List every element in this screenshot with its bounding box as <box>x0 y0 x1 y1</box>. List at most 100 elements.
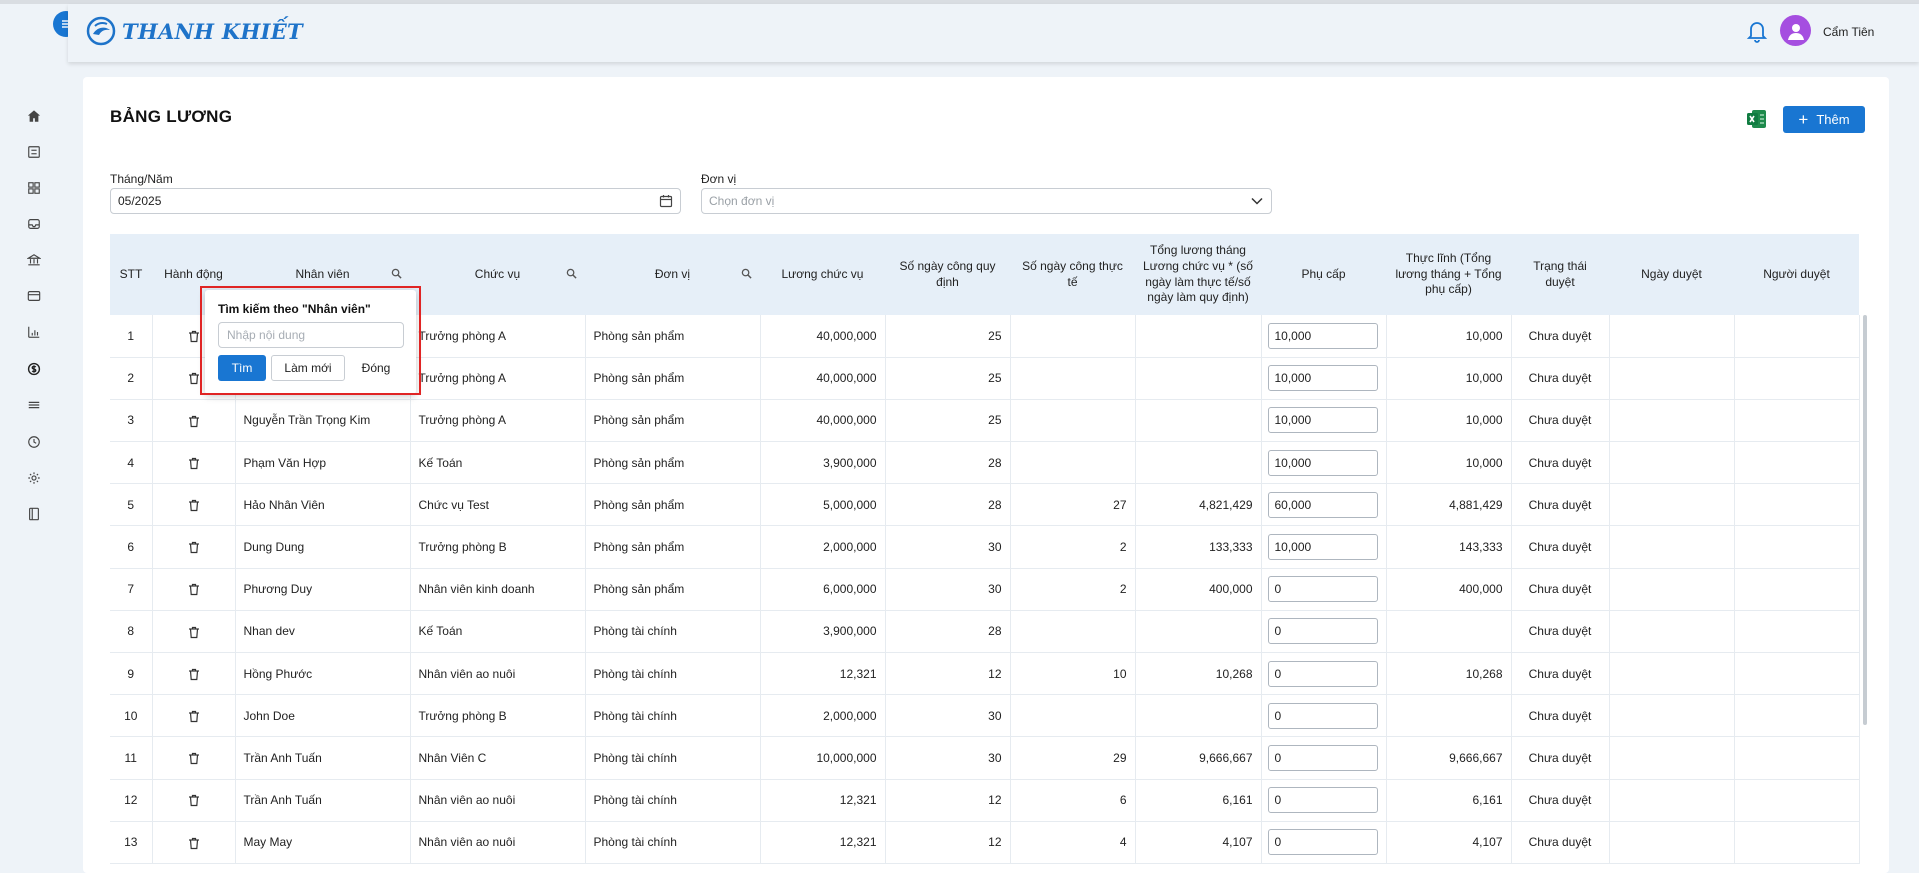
sidebar-item-salary[interactable] <box>24 359 44 379</box>
header-label: Trạng thái duyệt <box>1533 258 1587 289</box>
trash-icon[interactable] <box>188 626 200 639</box>
table-body: 1 Trưởng phòng A Phòng sản phẩm 40,000,000 2… <box>110 315 1860 864</box>
cell-actions <box>152 694 236 738</box>
sidebar-item-home[interactable] <box>24 106 44 126</box>
sidebar-item-bank[interactable] <box>24 250 44 270</box>
sidebar-item-reports[interactable] <box>24 322 44 342</box>
trash-icon[interactable] <box>188 330 200 343</box>
header-col-stt: STT <box>110 234 152 315</box>
allowance-input[interactable] <box>1267 702 1378 729</box>
trash-icon[interactable] <box>188 837 200 850</box>
cell-salary: 3,900,000 <box>760 441 886 485</box>
trash-icon[interactable] <box>188 583 200 596</box>
cell-total: 400,000 <box>1135 568 1262 611</box>
header-col-salary: Lương chức vụ <box>760 234 885 315</box>
trash-icon[interactable] <box>188 457 200 470</box>
column-search-icon[interactable] <box>391 268 402 279</box>
user-name[interactable]: Cẩm Tiên <box>1823 25 1875 39</box>
allowance-input[interactable] <box>1267 787 1378 814</box>
cell-net: 10,000 <box>1386 315 1512 358</box>
unit-select[interactable]: Chọn đơn vị <box>701 188 1272 214</box>
header-label: Nhân viên <box>295 266 350 281</box>
sidebar-item-docs[interactable] <box>24 504 44 524</box>
column-search-icon[interactable] <box>741 268 752 279</box>
table-scrollbar[interactable] <box>1863 315 1867 725</box>
cell-unit: Phòng tài chính <box>585 821 761 864</box>
cell-approver <box>1734 399 1860 443</box>
allowance-input[interactable] <box>1267 660 1378 687</box>
header-label: Thực lĩnh (Tổng lương tháng + Tổng phụ c… <box>1395 251 1502 297</box>
trash-icon[interactable] <box>188 668 200 681</box>
cell-days-actual: 29 <box>1010 736 1136 780</box>
excel-icon <box>1747 110 1766 128</box>
cell-net: 10,268 <box>1386 652 1512 696</box>
allowance-input[interactable] <box>1267 618 1378 645</box>
cell-allowance <box>1261 694 1387 738</box>
close-button[interactable]: Đóng <box>351 355 401 381</box>
cell-approver <box>1734 315 1860 358</box>
bell-icon[interactable] <box>1746 19 1768 43</box>
cell-stt: 12 <box>110 779 153 822</box>
sidebar-item-tasks[interactable] <box>24 142 44 162</box>
cell-days-required: 30 <box>885 694 1011 738</box>
export-excel-button[interactable] <box>1746 108 1768 130</box>
payroll-table-wrapper[interactable]: STT Hành động Nhân viên Chức vụ Đơn vị Lương … <box>110 234 1867 873</box>
allowance-input[interactable] <box>1267 322 1378 349</box>
allowance-input[interactable] <box>1267 829 1378 856</box>
cell-days-required: 30 <box>885 568 1011 611</box>
popover-search-input[interactable] <box>218 322 404 348</box>
allowance-input[interactable] <box>1267 449 1378 476</box>
sidebar-item-card[interactable] <box>24 286 44 306</box>
trash-icon[interactable] <box>188 710 200 723</box>
header-col-unit: Đơn vị <box>585 234 760 315</box>
cell-date <box>1609 694 1735 738</box>
trash-icon[interactable] <box>188 752 200 765</box>
cell-days-required: 28 <box>885 441 1011 485</box>
sidebar-item-inbox[interactable] <box>24 214 44 234</box>
cell-name: Trần Anh Tuấn <box>235 736 411 780</box>
avatar[interactable] <box>1780 15 1811 46</box>
sidebar-item-dashboard[interactable] <box>24 178 44 198</box>
trash-icon[interactable] <box>188 415 200 428</box>
cell-actions <box>152 610 236 654</box>
allowance-input[interactable] <box>1267 365 1378 392</box>
reset-button[interactable]: Làm mới <box>271 355 345 381</box>
allowance-input[interactable] <box>1267 744 1378 771</box>
add-button[interactable]: + Thêm <box>1783 106 1865 133</box>
sidebar-item-history[interactable] <box>24 432 44 452</box>
cell-actions <box>152 821 236 864</box>
trash-icon[interactable] <box>188 541 200 554</box>
cell-approver <box>1734 441 1860 485</box>
find-button[interactable]: Tìm <box>218 355 266 381</box>
cell-salary: 2,000,000 <box>760 694 886 738</box>
trash-icon[interactable] <box>188 794 200 807</box>
cell-name: Nguyễn Trần Trọng Kim <box>235 399 411 443</box>
cell-days-required: 28 <box>885 610 1011 654</box>
brand-logo[interactable]: THANH KHIẾT <box>86 16 303 46</box>
trash-icon[interactable] <box>188 499 200 512</box>
cell-days-required: 25 <box>885 357 1011 400</box>
cell-salary: 2,000,000 <box>760 525 886 569</box>
allowance-input[interactable] <box>1267 576 1378 603</box>
cell-allowance <box>1261 736 1387 780</box>
sidebar-item-settings[interactable] <box>24 468 44 488</box>
allowance-input[interactable] <box>1267 491 1378 518</box>
cell-days-actual: 10 <box>1010 652 1136 696</box>
cell-stt: 3 <box>110 399 153 443</box>
cell-stt: 10 <box>110 694 153 738</box>
cell-salary: 5,000,000 <box>760 483 886 527</box>
month-year-picker[interactable]: 05/2025 <box>110 188 681 214</box>
column-search-icon[interactable] <box>566 268 577 279</box>
cell-status: Chưa duyệt <box>1511 525 1610 569</box>
cell-name: Nhan dev <box>235 610 411 654</box>
cell-date <box>1609 483 1735 527</box>
cell-stt: 2 <box>110 357 153 400</box>
sidebar-item-layers[interactable] <box>24 395 44 415</box>
allowance-input[interactable] <box>1267 407 1378 434</box>
cell-stt: 13 <box>110 821 153 864</box>
inbox-icon <box>28 219 40 229</box>
trash-icon[interactable] <box>188 372 200 385</box>
cell-unit: Phòng sản phẩm <box>585 441 761 485</box>
cell-position: Nhân viên ao nuôi <box>410 779 586 822</box>
allowance-input[interactable] <box>1267 534 1378 561</box>
